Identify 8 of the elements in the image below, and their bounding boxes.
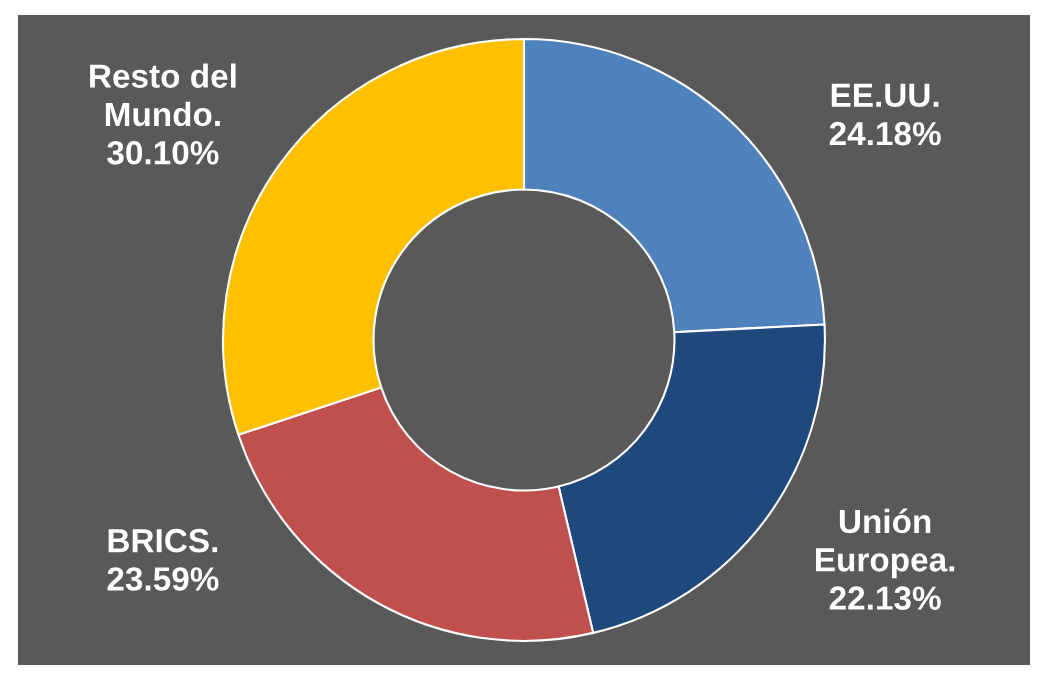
slice-label: Unión Europea. xyxy=(816,508,955,579)
data-label: 23.59% xyxy=(107,567,219,591)
slice-label: EE.UU. xyxy=(831,83,939,108)
slice-label: BRICS. xyxy=(108,528,218,553)
data-label: 24.18% xyxy=(829,121,941,146)
slice-label: Resto del Mundo. xyxy=(90,63,236,127)
data-label: 22.13% xyxy=(829,586,941,610)
data-label: 30.10% xyxy=(107,140,219,165)
